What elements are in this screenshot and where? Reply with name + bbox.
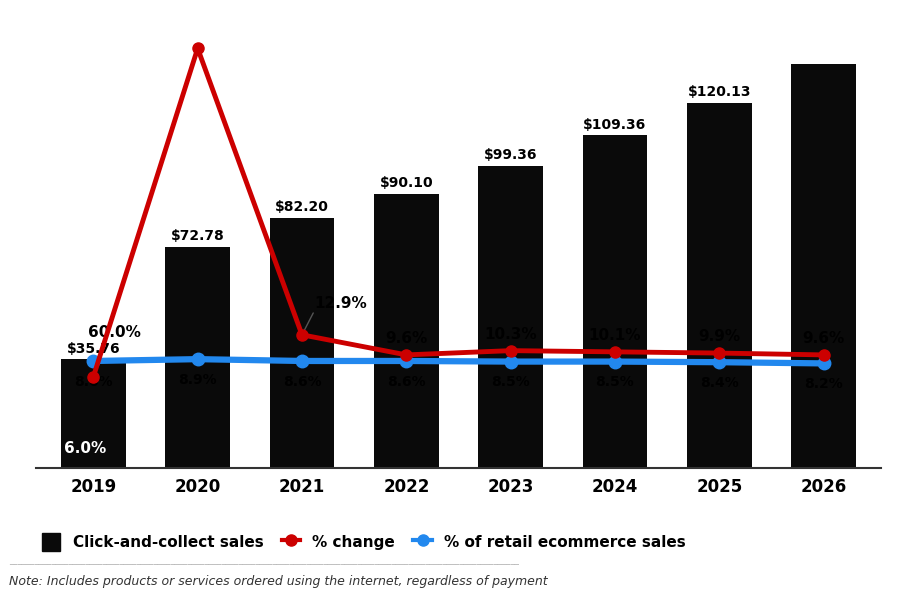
Text: Note: Includes products or services ordered using the internet, regardless of pa: Note: Includes products or services orde… (9, 575, 547, 588)
Text: 12.9%: 12.9% (315, 295, 368, 311)
Text: $90.10: $90.10 (379, 176, 433, 190)
Bar (374, 194, 439, 468)
Text: $109.36: $109.36 (583, 118, 646, 132)
Text: 8.5%: 8.5% (491, 375, 530, 389)
Text: $120.13: $120.13 (688, 85, 751, 99)
Legend: Click-and-collect sales, % change, % of retail ecommerce sales: Click-and-collect sales, % change, % of … (36, 527, 691, 557)
Bar (687, 103, 752, 468)
Text: 6.0%: 6.0% (64, 441, 106, 456)
Text: 10.3%: 10.3% (485, 326, 537, 341)
Text: $72.78: $72.78 (171, 229, 225, 243)
Text: $35.76: $35.76 (67, 341, 120, 356)
Text: 8.4%: 8.4% (700, 376, 739, 390)
Bar (791, 64, 856, 468)
Text: 8.2%: 8.2% (805, 377, 843, 391)
Text: 9.6%: 9.6% (803, 331, 845, 346)
Bar (478, 166, 543, 468)
Bar (165, 247, 230, 468)
Text: 9.6%: 9.6% (385, 331, 427, 346)
Text: 8.5%: 8.5% (596, 375, 635, 389)
Text: 9.9%: 9.9% (699, 329, 741, 344)
Text: 60.0%: 60.0% (88, 325, 141, 340)
Text: 8.6%: 8.6% (387, 374, 425, 389)
Text: 8.6%: 8.6% (282, 374, 321, 389)
Text: 8.6%: 8.6% (74, 374, 112, 389)
Bar (583, 136, 647, 468)
Text: 8.9%: 8.9% (178, 373, 217, 387)
Text: 10.1%: 10.1% (589, 328, 641, 343)
Text: ────────────────────────────────────────────────────────────────────────────────: ────────────────────────────────────────… (9, 562, 519, 568)
Bar (270, 218, 334, 468)
Bar (61, 359, 126, 468)
Text: $99.36: $99.36 (484, 148, 538, 162)
Text: $82.20: $82.20 (275, 200, 329, 214)
